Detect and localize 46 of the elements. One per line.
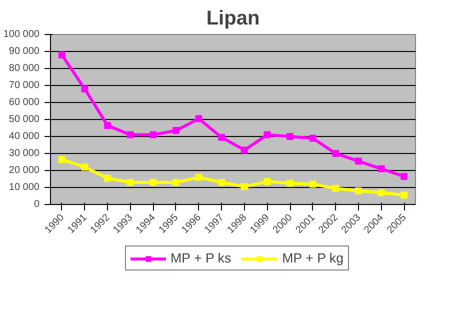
y-tick-label: 60 000 — [8, 97, 40, 108]
point — [218, 178, 226, 186]
point — [81, 164, 88, 171]
legend-label: MP + P kg — [282, 250, 344, 266]
point — [354, 187, 362, 194]
point — [309, 134, 316, 142]
point — [240, 183, 248, 190]
point — [286, 180, 294, 187]
y-tick-label: 70 000 — [8, 80, 40, 91]
y-tick-label: 30 000 — [8, 148, 40, 159]
point — [195, 174, 202, 181]
point — [172, 127, 180, 134]
point — [240, 146, 248, 154]
point — [195, 115, 202, 122]
point — [126, 131, 134, 138]
y-tick-label: 40 000 — [8, 131, 40, 142]
chart-title: Lipan — [206, 8, 260, 30]
point — [400, 172, 408, 180]
point — [172, 178, 180, 186]
point — [104, 174, 112, 182]
point — [378, 165, 385, 172]
point — [309, 180, 316, 188]
point — [264, 131, 271, 138]
point — [150, 131, 157, 138]
legend-label: MP + P ks — [170, 250, 232, 266]
point — [81, 85, 88, 92]
point — [332, 184, 340, 192]
point — [150, 178, 157, 186]
point — [400, 192, 408, 199]
point — [378, 189, 385, 196]
point — [286, 133, 294, 140]
y-tick-label: 10 000 — [8, 182, 40, 193]
y-tick-label: 50 000 — [8, 114, 40, 125]
point — [332, 150, 340, 157]
y-tick-label: 0 — [34, 199, 40, 210]
point — [104, 122, 112, 129]
point — [58, 156, 66, 163]
y-tick-label: 20 000 — [8, 165, 40, 176]
y-tick-label: 100 000 — [3, 29, 40, 40]
point — [354, 158, 362, 165]
y-tick-label: 80 000 — [8, 63, 40, 74]
point — [264, 178, 271, 186]
y-tick-label: 90 000 — [8, 46, 40, 57]
point — [218, 134, 226, 141]
point — [58, 51, 66, 58]
point — [126, 178, 134, 186]
